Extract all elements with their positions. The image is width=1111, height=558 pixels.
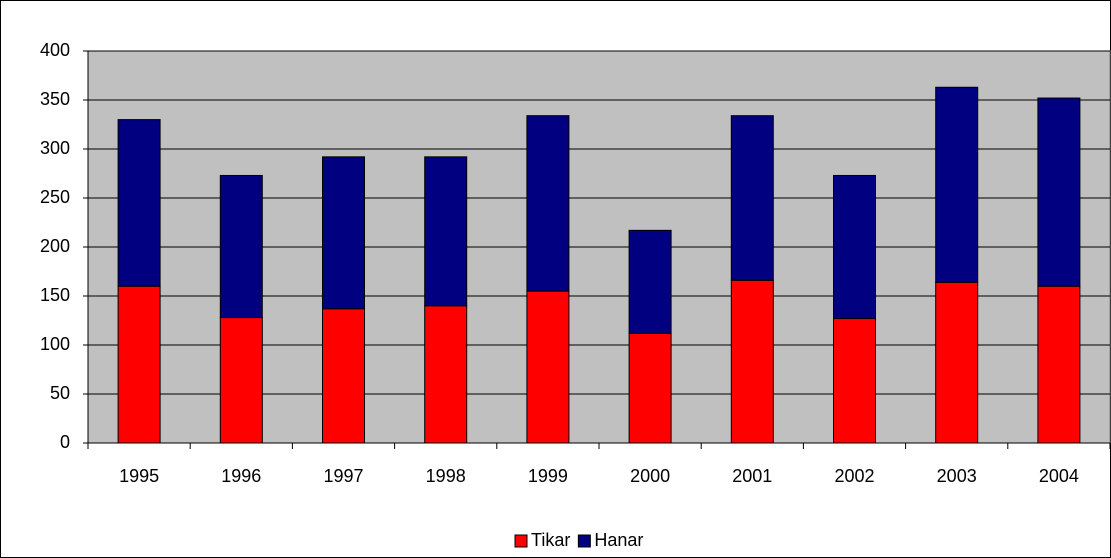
- x-tick-label: 2001: [732, 466, 772, 486]
- y-tick-label: 150: [40, 285, 70, 305]
- x-tick-label: 1995: [119, 466, 159, 486]
- y-tick-label: 50: [50, 383, 70, 403]
- x-tick-label: 1999: [528, 466, 568, 486]
- bar-segment: [730, 115, 774, 281]
- bar-segment: [1037, 285, 1081, 444]
- bar-segment: [935, 281, 979, 444]
- y-tick-label: 0: [60, 432, 70, 452]
- bar-segment: [730, 279, 774, 444]
- x-tick-label: 1998: [426, 466, 466, 486]
- bar-segment: [833, 174, 876, 320]
- bar-segment: [1037, 97, 1081, 287]
- legend-label: Tikar: [531, 530, 570, 550]
- bar-segment: [628, 332, 672, 444]
- x-tick-label: 1997: [323, 466, 363, 486]
- legend-swatch: [514, 534, 528, 548]
- x-tick-label: 2002: [834, 466, 874, 486]
- bar-segment: [526, 115, 570, 292]
- legend-swatch: [577, 534, 591, 548]
- bar-segment: [526, 290, 570, 444]
- y-tick-label: 400: [40, 40, 70, 60]
- bar-segment: [628, 229, 672, 334]
- y-tick-label: 300: [40, 138, 70, 158]
- bar-segment: [219, 317, 263, 444]
- bar-segment: [424, 305, 468, 444]
- bar-segment: [935, 86, 979, 283]
- y-tick-label: 100: [40, 334, 70, 354]
- y-tick-label: 350: [40, 89, 70, 109]
- bar-segment: [424, 156, 468, 307]
- legend-label: Hanar: [594, 530, 643, 550]
- bar-segment: [117, 285, 161, 444]
- x-tick-label: 2003: [937, 466, 977, 486]
- bar-segment: [322, 308, 365, 444]
- x-tick-label: 1996: [221, 466, 261, 486]
- bar-segment: [219, 174, 263, 319]
- y-tick-label: 200: [40, 236, 70, 256]
- bar-segment: [117, 119, 161, 287]
- bar-segment: [322, 156, 365, 310]
- y-tick-label: 250: [40, 187, 70, 207]
- bar-segment: [833, 318, 876, 444]
- x-tick-label: 2004: [1039, 466, 1079, 486]
- x-tick-label: 2000: [630, 466, 670, 486]
